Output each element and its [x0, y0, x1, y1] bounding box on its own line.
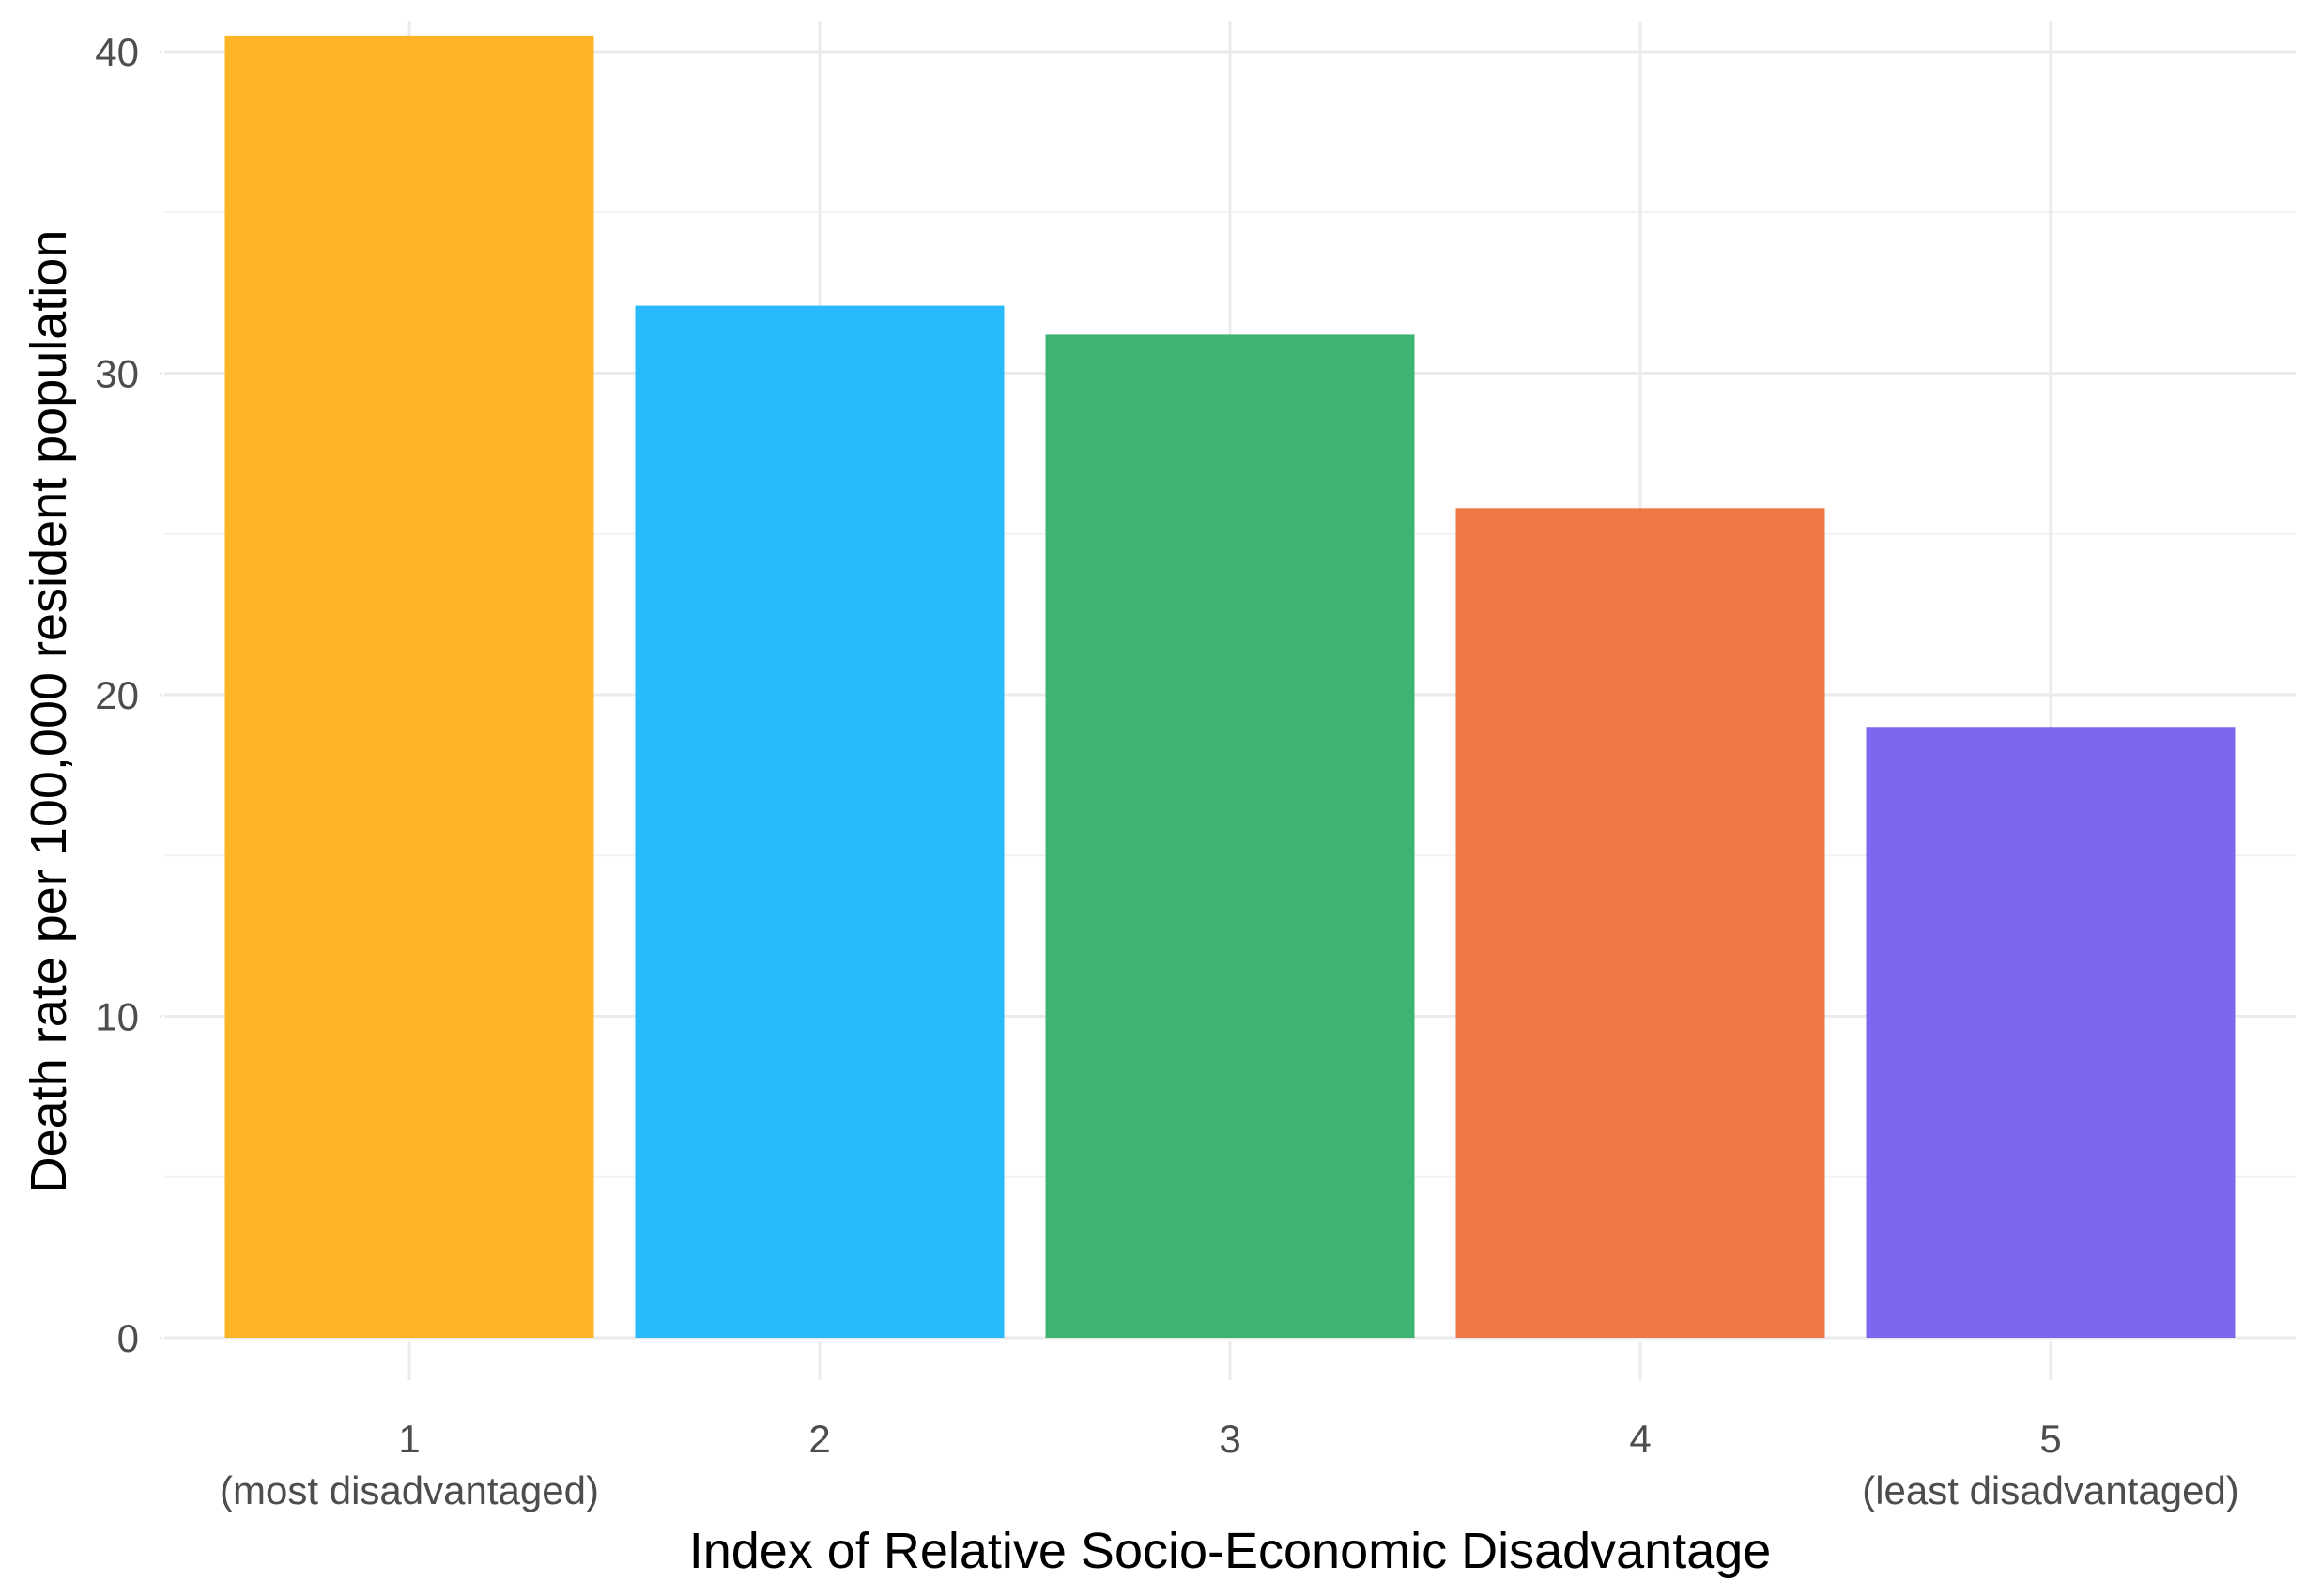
x-tick-label: 2 — [808, 1417, 830, 1461]
y-tick-label: 30 — [95, 352, 139, 396]
y-tick-label: 10 — [95, 995, 139, 1039]
x-tick-label: 4 — [1629, 1417, 1651, 1461]
x-tick-sublabel: (least disadvantaged) — [1862, 1468, 2239, 1512]
bar-2 — [635, 305, 1005, 1339]
x-axis-title: Index of Relative Socio-Economic Disadva… — [689, 1523, 1772, 1579]
y-tick-label: 0 — [117, 1316, 139, 1360]
y-tick-label: 20 — [95, 673, 139, 717]
x-tick-sublabel: (most disadvantaged) — [220, 1468, 599, 1512]
bar-1 — [224, 35, 594, 1338]
y-axis-ticks: 0 10 20 30 40 — [95, 30, 139, 1360]
x-tick-label: 3 — [1219, 1417, 1240, 1461]
bar-5 — [1866, 727, 2236, 1338]
bars — [224, 35, 2236, 1339]
y-axis-title: Death rate per 100,000 resident populati… — [21, 230, 77, 1194]
y-tick-label: 40 — [95, 30, 139, 74]
bar-3 — [1045, 334, 1415, 1338]
x-tick-label: 1 — [398, 1417, 420, 1461]
x-tick-label: 5 — [2039, 1417, 2061, 1461]
x-axis-ticks: 1 (most disadvantaged) 2 3 4 5 (least disadvan… — [220, 1417, 2239, 1512]
bar-4 — [1455, 508, 1825, 1338]
